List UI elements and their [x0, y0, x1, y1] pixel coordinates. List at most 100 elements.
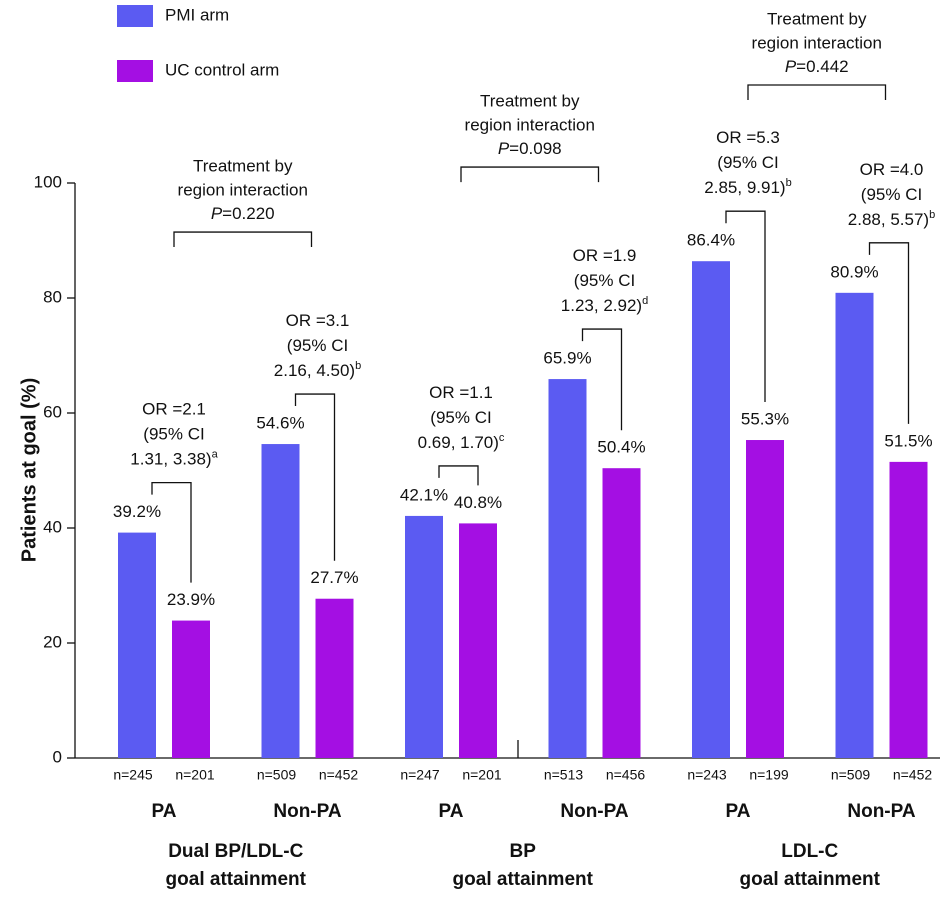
p-symbol: P [498, 140, 510, 159]
value-label: 39.2% [113, 502, 161, 521]
bar [548, 379, 587, 758]
or-text: OR =1.9 [573, 247, 637, 266]
or-text: (95% CI [287, 337, 348, 356]
interaction-text: region interaction [465, 116, 595, 135]
or-line: (95% CI [574, 272, 635, 291]
n-label: n=247 [400, 767, 440, 783]
or-line: OR =4.0 [860, 160, 924, 179]
bar [746, 440, 784, 758]
or-text: (95% CI [430, 408, 491, 427]
or-bracket [725, 210, 766, 403]
group-label: goal attainment [453, 869, 594, 890]
or-line: 2.16, 4.50) [274, 362, 355, 381]
n-label: n=509 [257, 767, 297, 783]
or-line: OR =3.1 [286, 312, 350, 331]
or-text: 1.31, 3.38)a [130, 449, 218, 470]
or-text: (95% CI [861, 185, 922, 204]
bar [692, 261, 730, 758]
interaction-bracket [747, 84, 887, 100]
legend-swatch [117, 60, 153, 82]
or-text: OR =4.0 [860, 160, 924, 179]
or-text: (95% CI [143, 425, 204, 444]
or-line: 1.31, 3.38) [130, 450, 211, 469]
interaction-p: P=0.098 [498, 140, 562, 159]
interaction-text: region interaction [178, 181, 308, 200]
or-line: 2.88, 5.57) [848, 210, 929, 229]
or-text: 0.69, 1.70)c [418, 432, 505, 453]
value-label: 80.9% [830, 262, 878, 281]
or-line: (95% CI [430, 408, 491, 427]
n-label: n=456 [606, 767, 646, 783]
p-value: =0.442 [796, 57, 848, 76]
bar [459, 523, 497, 758]
bar [315, 598, 354, 758]
or-text: OR =3.1 [286, 312, 350, 331]
or-text: OR =2.1 [142, 400, 206, 419]
y-tick-label: 40 [43, 517, 62, 536]
group-label: LDL-C [781, 841, 838, 862]
or-note: b [786, 177, 792, 189]
value-label: 23.9% [167, 590, 215, 609]
interaction-text: Treatment by [193, 157, 293, 176]
or-line: 2.85, 9.91) [704, 179, 785, 198]
bar [602, 468, 641, 758]
value-label: 42.1% [400, 485, 448, 504]
category-label: PA [152, 801, 177, 822]
value-label: 51.5% [884, 431, 932, 450]
n-label: n=245 [113, 767, 153, 783]
n-label: n=201 [462, 767, 502, 783]
interaction-text: region interaction [752, 33, 882, 52]
n-label: n=509 [831, 767, 871, 783]
group-label: BP [510, 841, 537, 862]
bar [118, 532, 156, 758]
or-bracket [438, 465, 479, 486]
interaction-text: Treatment by [767, 9, 867, 28]
or-text: 2.88, 5.57)b [848, 209, 935, 230]
or-text: OR =5.3 [716, 129, 780, 148]
interaction-p: P=0.442 [785, 57, 849, 76]
or-text: 1.23, 2.92)d [561, 295, 648, 316]
n-label: n=452 [893, 767, 933, 783]
y-tick-label: 0 [53, 747, 62, 766]
or-note: a [212, 449, 219, 461]
bar [172, 620, 210, 758]
value-label: 86.4% [687, 231, 735, 250]
n-label: n=513 [544, 767, 584, 783]
y-tick-label: 100 [34, 172, 62, 191]
value-label: 54.6% [256, 414, 304, 433]
value-label: 65.9% [543, 349, 591, 368]
or-line: OR =5.3 [716, 129, 780, 148]
category-label: PA [726, 801, 751, 822]
value-label: 27.7% [310, 568, 358, 587]
y-axis-label: Patients at goal (%) [18, 378, 40, 562]
p-symbol: P [785, 57, 797, 76]
category-label: Non-PA [847, 801, 916, 822]
n-label: n=199 [749, 767, 789, 783]
bar [889, 461, 928, 758]
bar [835, 292, 874, 758]
or-text: (95% CI [574, 272, 635, 291]
or-bracket [868, 242, 910, 424]
value-label: 40.8% [454, 493, 502, 512]
legend-label: UC control arm [165, 60, 279, 79]
or-bracket [151, 481, 192, 583]
legend-swatch [117, 5, 153, 27]
or-line: OR =1.1 [429, 383, 493, 402]
group-label: goal attainment [740, 869, 881, 890]
or-text: (95% CI [717, 154, 778, 173]
p-value: =0.220 [222, 205, 274, 224]
or-text: 2.16, 4.50)b [274, 360, 361, 381]
or-text: OR =1.1 [429, 383, 493, 402]
or-bracket [294, 393, 336, 561]
category-label: Non-PA [560, 801, 629, 822]
or-note: b [355, 360, 361, 372]
or-note: c [499, 432, 505, 444]
or-line: 1.23, 2.92) [561, 297, 642, 316]
or-bracket [581, 328, 623, 431]
n-label: n=201 [175, 767, 215, 783]
category-label: PA [439, 801, 464, 822]
group-label: goal attainment [166, 869, 307, 890]
n-label: n=243 [687, 767, 727, 783]
y-tick-label: 80 [43, 287, 62, 306]
